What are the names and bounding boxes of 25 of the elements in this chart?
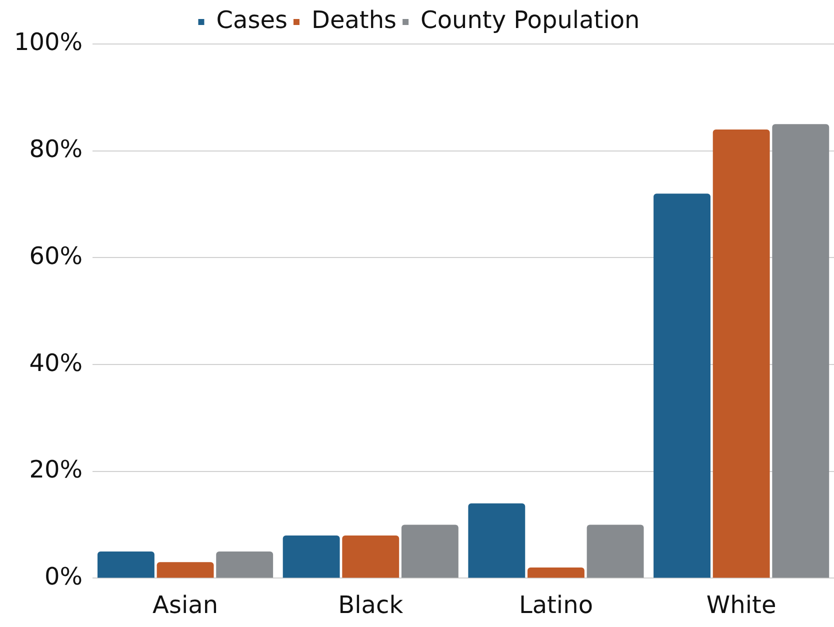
x-tick-label: Black (338, 590, 404, 619)
bar (342, 535, 400, 578)
bar (654, 194, 710, 578)
bar (216, 551, 274, 578)
y-tick-label: 40% (29, 348, 83, 377)
bar (772, 124, 830, 578)
legend-label: Deaths (311, 6, 397, 34)
y-tick-label: 80% (29, 135, 83, 164)
bar (468, 503, 526, 578)
bar (282, 535, 340, 578)
legend-label: Cases (216, 6, 288, 34)
bar (528, 568, 584, 578)
y-tick-label: 60% (29, 242, 83, 270)
x-tick-label: Asian (152, 590, 218, 619)
bar (401, 524, 458, 578)
x-tick-label: Latino (518, 590, 594, 619)
x-tick-label: White (706, 590, 776, 619)
legend-label: County Population (420, 6, 640, 34)
y-tick-label: 100% (14, 28, 83, 56)
bar (98, 551, 154, 578)
y-tick-label: 0% (44, 562, 83, 590)
bar (156, 562, 214, 578)
bar (712, 129, 770, 578)
y-tick-label: 20% (29, 456, 83, 484)
bar (586, 524, 644, 578)
